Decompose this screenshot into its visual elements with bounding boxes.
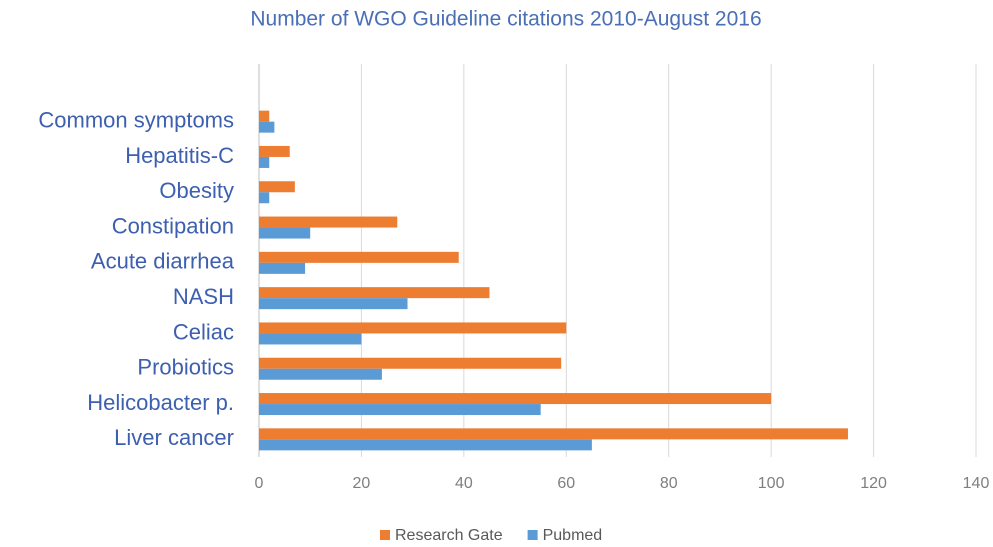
x-tick-label: 40	[455, 475, 473, 492]
bar	[259, 404, 541, 416]
x-tick-label: 80	[660, 475, 678, 492]
y-tick-label: Liver cancer	[114, 425, 234, 450]
legend-label: Pubmed	[543, 527, 603, 544]
y-tick-label: Helicobacter p.	[87, 390, 234, 415]
bar	[259, 192, 270, 204]
y-tick-label: Hepatitis-C	[125, 143, 234, 168]
bar	[259, 357, 562, 369]
x-tick-label: 100	[758, 475, 785, 492]
bar	[259, 439, 592, 451]
y-tick-label: Probiotics	[137, 355, 234, 380]
bar	[259, 216, 398, 228]
x-tick-label: 0	[255, 475, 264, 492]
y-tick-label: Obesity	[159, 178, 234, 203]
y-tick-label: Common symptoms	[38, 107, 234, 132]
bar	[259, 298, 408, 310]
bar	[259, 145, 290, 157]
x-tick-label: 20	[353, 475, 371, 492]
bar	[259, 121, 275, 133]
bar	[259, 262, 306, 274]
y-tick-label: NASH	[173, 284, 234, 309]
bar	[259, 428, 848, 440]
x-tick-label: 120	[860, 475, 887, 492]
bar	[259, 181, 295, 193]
chart-title: Number of WGO Guideline citations 2010-A…	[250, 8, 761, 31]
y-tick-label: Constipation	[112, 213, 234, 238]
y-tick-label: Acute diarrhea	[91, 249, 235, 274]
y-tick-label: Celiac	[173, 319, 234, 344]
bar	[259, 287, 490, 299]
bar	[259, 227, 311, 239]
x-tick-label: 140	[963, 475, 990, 492]
legend-swatch	[380, 530, 390, 540]
bar	[259, 156, 270, 168]
bar	[259, 322, 567, 334]
bar	[259, 333, 362, 345]
bar	[259, 368, 382, 380]
bar	[259, 251, 459, 263]
legend-swatch	[527, 530, 538, 540]
bar	[259, 110, 270, 122]
legend-label: Research Gate	[395, 527, 503, 544]
x-tick-label: 60	[557, 475, 575, 492]
bar	[259, 393, 772, 405]
